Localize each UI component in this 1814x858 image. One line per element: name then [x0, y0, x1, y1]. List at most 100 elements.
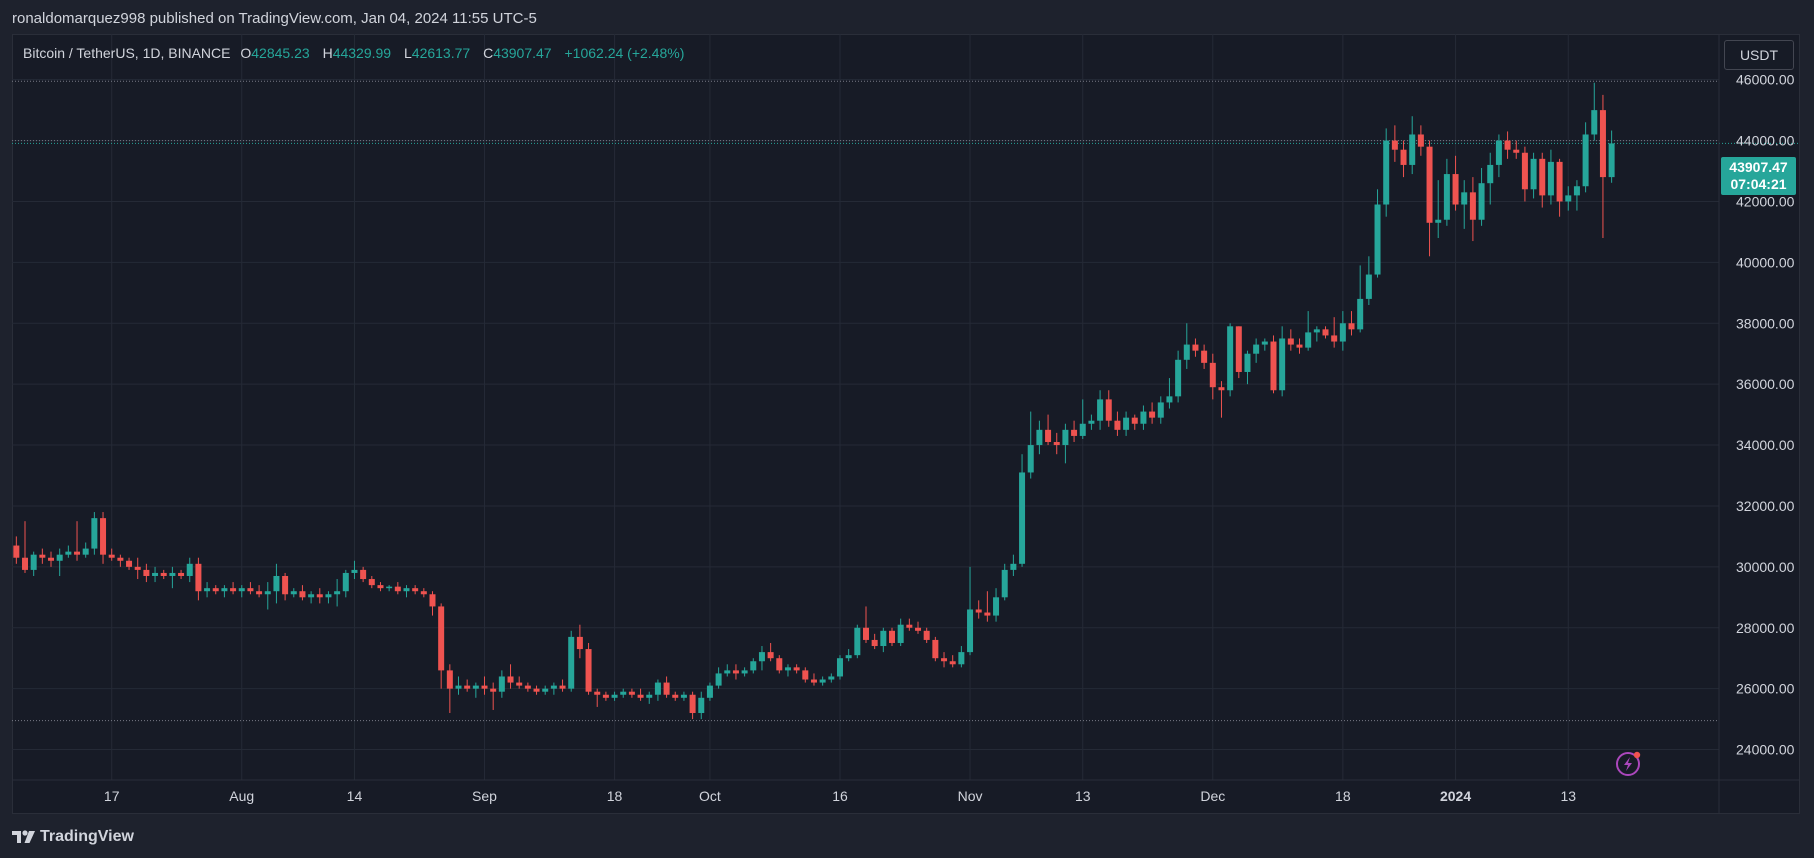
- candle-body: [56, 554, 63, 561]
- candle-body: [91, 518, 98, 549]
- candle-body: [368, 579, 375, 586]
- candle-body: [377, 585, 384, 589]
- candle-body: [472, 685, 479, 689]
- x-tick-label: 2024: [1440, 788, 1471, 804]
- candle-body: [1443, 174, 1450, 220]
- candle-body: [316, 594, 323, 598]
- candle-body: [724, 670, 731, 674]
- currency-button[interactable]: USDT: [1724, 40, 1794, 70]
- open-label: O: [240, 45, 252, 61]
- x-tick-label: 16: [832, 788, 848, 804]
- candle-body: [1027, 445, 1034, 473]
- candle-body: [828, 676, 835, 680]
- candle-body: [1131, 417, 1138, 424]
- lightning-bolt-icon[interactable]: [1614, 748, 1644, 778]
- candle-body: [923, 630, 930, 640]
- candle-body: [212, 588, 219, 592]
- candle-body: [22, 557, 29, 570]
- candle-body: [446, 670, 453, 689]
- candle-body: [1071, 429, 1078, 436]
- candle-body: [1045, 429, 1052, 443]
- candle-body: [342, 572, 349, 592]
- candle-body: [351, 569, 358, 573]
- candle-body: [941, 658, 948, 662]
- y-tick-label: 24000.00: [1736, 742, 1795, 758]
- candlestick-chart[interactable]: 24000.00 26000.00 28000.00 30000.00 32000.00…: [12, 34, 1800, 814]
- candle-body: [1166, 396, 1173, 403]
- candle-body: [741, 670, 748, 674]
- candle-body: [230, 588, 237, 592]
- candle-body: [1001, 569, 1008, 598]
- candle-body: [403, 588, 410, 592]
- x-tick-label: 17: [104, 788, 120, 804]
- candle-body: [689, 694, 696, 714]
- candle-body: [1478, 183, 1485, 220]
- x-tick-label: Sep: [472, 788, 497, 804]
- candle-body: [1253, 344, 1260, 354]
- candle-body: [932, 639, 939, 659]
- candle-body: [1114, 420, 1121, 430]
- candle-body: [1218, 387, 1225, 391]
- candle-body: [1261, 341, 1268, 345]
- candle-body: [1513, 149, 1520, 153]
- candle-body: [1487, 164, 1494, 184]
- candle-body: [1469, 192, 1476, 220]
- candle-body: [654, 682, 661, 695]
- candle-body: [637, 694, 644, 698]
- candle-body: [65, 551, 72, 555]
- last-price: 43907.47: [1729, 159, 1788, 175]
- candle-body: [680, 694, 687, 698]
- low-label: L: [403, 45, 412, 61]
- candle-body: [412, 588, 419, 592]
- candle-body: [507, 676, 514, 683]
- candle-body: [897, 624, 904, 643]
- candle-body: [611, 694, 618, 698]
- candle-body: [490, 688, 497, 692]
- candle-body: [602, 694, 609, 698]
- change-value: +1062.24 (+2.48%): [564, 45, 685, 61]
- candle-body: [100, 518, 107, 555]
- candle-body: [1521, 152, 1528, 190]
- candle-body: [82, 548, 89, 555]
- x-tick-label: 13: [1075, 788, 1091, 804]
- candle-body: [308, 594, 315, 598]
- candle-body: [1287, 338, 1294, 345]
- candle-body: [1400, 149, 1407, 165]
- candle-body: [334, 591, 341, 595]
- candle-body: [1452, 174, 1459, 205]
- bar-countdown: 07:04:21: [1730, 176, 1787, 192]
- ohlc-legend: Bitcoin / TetherUS, 1D, BINANCE O42845.2…: [23, 45, 684, 61]
- candle-body: [1573, 186, 1580, 196]
- chart-frame[interactable]: [12, 34, 1800, 814]
- candle-body: [204, 588, 211, 592]
- candle-body: [498, 676, 505, 692]
- candle-body: [108, 554, 115, 558]
- candle-body: [1383, 140, 1390, 205]
- candle-body: [1175, 359, 1182, 397]
- candle-body: [282, 575, 289, 595]
- candle-body: [715, 673, 722, 686]
- candle-body: [663, 682, 670, 695]
- candle-body: [698, 697, 705, 714]
- candle-body: [1062, 429, 1069, 446]
- candle-body: [1582, 134, 1589, 187]
- y-tick-label: 46000.00: [1736, 72, 1795, 88]
- candle-body: [802, 670, 809, 680]
- tradingview-logo-icon: [12, 830, 35, 843]
- candle-body: [360, 569, 367, 580]
- candle-body: [48, 557, 55, 561]
- low-value: 42613.77: [411, 45, 471, 61]
- candle-body: [1183, 344, 1190, 360]
- candle-body: [178, 572, 185, 576]
- candle-body: [516, 682, 523, 686]
- candle-body: [126, 560, 133, 567]
- candle-body: [386, 586, 393, 589]
- footer-brand[interactable]: TradingView: [40, 828, 134, 845]
- candle-body: [706, 685, 713, 698]
- candle-body: [559, 685, 566, 689]
- candle-body: [1088, 420, 1095, 424]
- candle-body: [646, 694, 653, 698]
- candle-body: [862, 627, 869, 640]
- candle-body: [1201, 350, 1208, 363]
- symbol-title[interactable]: Bitcoin / TetherUS, 1D, BINANCE: [23, 45, 231, 61]
